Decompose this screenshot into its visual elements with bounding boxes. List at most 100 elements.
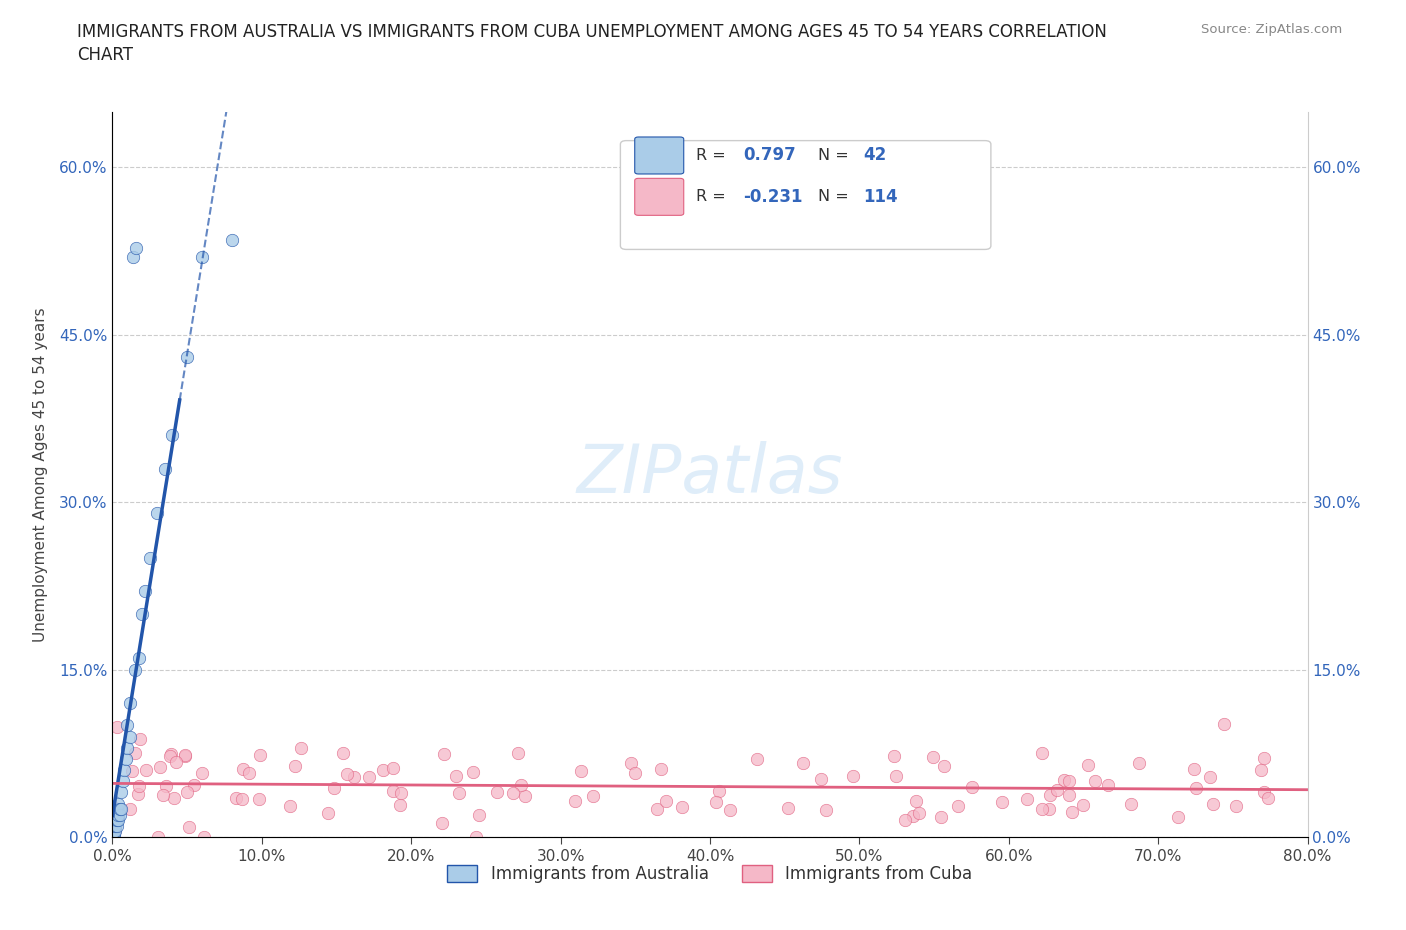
Point [231, 762, 253, 777]
Point [191, 249, 214, 264]
Point [101, 820, 124, 835]
Point [139, 551, 162, 565]
Point [176, 784, 198, 799]
Y-axis label: Unemployment Among Ages 45 to 54 years: Unemployment Among Ages 45 to 54 years [32, 307, 48, 642]
Point [111, 774, 134, 789]
Point [905, 793, 928, 808]
Point [510, 777, 533, 792]
Point [238, 766, 260, 781]
Point [1084, 774, 1107, 789]
Point [430, 816, 453, 830]
Text: IMMIGRANTS FROM AUSTRALIA VS IMMIGRANTS FROM CUBA UNEMPLOYMENT AMONG AGES 45 TO : IMMIGRANTS FROM AUSTRALIA VS IMMIGRANTS … [77, 23, 1107, 41]
Point [108, 807, 131, 822]
Point [152, 787, 174, 802]
Point [1077, 757, 1099, 772]
Point [190, 765, 212, 780]
Point [929, 809, 952, 824]
Point [120, 802, 142, 817]
Point [1253, 784, 1275, 799]
Point [502, 785, 524, 800]
Point [110, 802, 132, 817]
Point [104, 813, 127, 828]
Point [231, 791, 253, 806]
Point [650, 762, 672, 777]
Point [159, 749, 181, 764]
Point [174, 748, 197, 763]
Point [1213, 716, 1236, 731]
Point [103, 813, 125, 828]
Point [433, 747, 456, 762]
Point [1182, 762, 1205, 777]
Point [932, 759, 955, 774]
Point [343, 770, 366, 785]
Point [1250, 763, 1272, 777]
Point [645, 802, 668, 817]
Point [101, 829, 124, 844]
Point [1052, 773, 1074, 788]
Point [149, 759, 172, 774]
Point [163, 790, 186, 805]
Point [125, 240, 148, 255]
Text: N =: N = [818, 148, 853, 163]
Point [1073, 797, 1095, 812]
Point [792, 755, 814, 770]
Point [179, 820, 201, 835]
Point [960, 779, 983, 794]
Point [883, 748, 905, 763]
Point [332, 746, 354, 761]
Point [166, 755, 188, 770]
Point [247, 791, 270, 806]
Point [886, 768, 908, 783]
Text: N =: N = [818, 190, 853, 205]
Point [465, 830, 488, 844]
Point [162, 428, 183, 443]
Point [620, 755, 643, 770]
Point [122, 249, 145, 264]
Point [444, 769, 467, 784]
Point [1167, 810, 1189, 825]
Point [131, 606, 153, 621]
Point [155, 778, 177, 793]
Point [104, 824, 127, 839]
Point [1121, 797, 1143, 812]
Text: -0.231: -0.231 [744, 188, 803, 206]
Point [225, 790, 247, 805]
Point [120, 696, 142, 711]
Point [922, 750, 945, 764]
FancyBboxPatch shape [634, 137, 683, 174]
Point [183, 777, 205, 792]
Point [107, 807, 129, 822]
Text: 0.797: 0.797 [744, 147, 796, 165]
Point [381, 783, 404, 798]
Point [290, 740, 312, 755]
Point [1257, 790, 1279, 805]
Point [382, 761, 405, 776]
Point [104, 818, 127, 833]
Point [105, 813, 128, 828]
Point [120, 729, 142, 744]
Point [101, 828, 124, 843]
Point [124, 745, 146, 760]
Point [176, 350, 198, 365]
Point [134, 584, 156, 599]
Point [107, 796, 129, 811]
Point [841, 768, 863, 783]
Point [278, 799, 301, 814]
Point [1031, 802, 1053, 817]
Point [135, 763, 157, 777]
Point [461, 764, 484, 779]
Point [153, 461, 176, 476]
Point [1097, 777, 1119, 792]
Point [671, 800, 693, 815]
Point [128, 651, 150, 666]
Point [127, 787, 149, 802]
Point [249, 748, 271, 763]
Point [624, 765, 647, 780]
Point [948, 799, 970, 814]
Point [105, 802, 128, 817]
Point [908, 805, 931, 820]
Point [1128, 756, 1150, 771]
Point [810, 771, 832, 786]
Point [117, 740, 139, 755]
Point [159, 746, 181, 761]
